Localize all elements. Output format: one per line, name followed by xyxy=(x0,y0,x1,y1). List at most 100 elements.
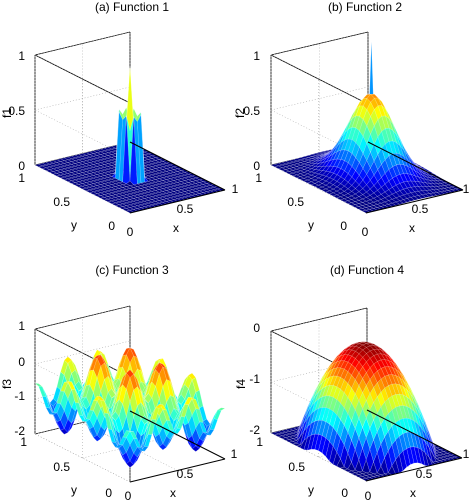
surface-patch xyxy=(358,205,367,209)
surface-patch xyxy=(406,187,415,193)
surface-patch xyxy=(64,419,72,433)
z-tick-label: 0 xyxy=(253,159,260,173)
surface-patch xyxy=(403,173,412,182)
front-bottom-edge xyxy=(365,189,464,214)
surface-patch xyxy=(370,125,379,145)
surface-patch xyxy=(418,190,427,195)
surface-patch xyxy=(374,119,382,138)
surface-patch xyxy=(343,200,352,204)
surface-patch xyxy=(391,201,400,206)
x-axis-label: x xyxy=(410,486,416,500)
z-tick-label: 1 xyxy=(253,49,260,63)
y-tick-label: 1 xyxy=(256,435,263,449)
z-tick-label: 1 xyxy=(18,319,25,333)
surface-patch xyxy=(369,205,378,209)
surface-patch xyxy=(347,185,356,192)
surface-patch xyxy=(370,109,379,127)
surface-patch xyxy=(53,402,61,414)
surface xyxy=(34,347,226,468)
surface-patch xyxy=(333,174,342,182)
surface-patch xyxy=(362,125,371,145)
surface-patch xyxy=(369,185,378,194)
z-tick-label: 1 xyxy=(18,49,25,63)
surface-patch xyxy=(400,145,408,161)
y-tick-label: 0.5 xyxy=(287,195,304,209)
z-tick-label: -1 xyxy=(249,372,260,386)
x-tick-label: 0 xyxy=(362,225,369,239)
surface-patch xyxy=(359,98,368,107)
surface-patch xyxy=(403,198,412,203)
surface-patch xyxy=(440,188,449,192)
surface xyxy=(270,42,464,214)
surface-patch xyxy=(414,195,423,200)
surface-patch xyxy=(373,196,382,202)
z-tick-label: 0 xyxy=(253,321,260,335)
surface-patch xyxy=(344,162,353,174)
surface-patch xyxy=(377,194,386,200)
y-axis-label: y xyxy=(308,218,314,232)
x-axis-label: x xyxy=(170,486,176,500)
surface-patch xyxy=(333,166,342,176)
x-tick-label: 1 xyxy=(463,447,470,461)
surface-patch xyxy=(53,415,61,431)
y-axis-label: y xyxy=(308,483,314,497)
right-bottom-edge xyxy=(367,141,464,191)
x-tick-label: 0.5 xyxy=(177,202,194,216)
surface-patch xyxy=(407,180,416,188)
surface-patch xyxy=(400,140,408,156)
surface-patch xyxy=(285,171,294,175)
surface-patch xyxy=(96,365,105,392)
y-tick-label: 1 xyxy=(20,435,27,449)
surface-patch xyxy=(403,164,412,175)
surface-patch xyxy=(75,369,83,387)
x-tick-label: 0.5 xyxy=(412,202,429,216)
y-tick-label: 0 xyxy=(340,219,347,233)
front-bottom-edge xyxy=(129,189,226,214)
surface-patch xyxy=(292,158,302,162)
panel-title: (a) Function 1 xyxy=(95,0,169,14)
x-tick-label: 0 xyxy=(127,225,134,239)
surface-patch xyxy=(314,185,323,189)
surface-patch xyxy=(303,167,313,171)
surface-patch xyxy=(340,195,349,199)
x-tick-label: 0 xyxy=(125,489,132,502)
surface-patch xyxy=(384,155,393,170)
z-axis-label: f1 xyxy=(0,108,14,118)
surface-patch xyxy=(429,175,438,179)
surface-patch xyxy=(122,347,131,356)
surface-patch xyxy=(370,174,378,186)
surface-patch xyxy=(41,167,51,171)
left-top-edge xyxy=(270,54,367,104)
surface-patch xyxy=(332,190,341,195)
panel-function-1: (a) Function 1 1 0.5 0 f1 1 0.5 0 y 0 0.… xyxy=(0,0,239,239)
x-tick-label: 1 xyxy=(232,182,239,196)
surface-patch xyxy=(418,168,427,175)
grid-line xyxy=(34,31,131,56)
surface-patch xyxy=(406,197,415,202)
z-tick-label: 0 xyxy=(18,159,25,173)
surface-patch xyxy=(319,151,327,154)
x-tick-label: 0.5 xyxy=(177,467,194,481)
x-tick-label: 0.5 xyxy=(416,467,433,481)
surface-patch xyxy=(425,182,434,187)
y-tick-label: 0.5 xyxy=(53,460,70,474)
y-axis-label: y xyxy=(71,218,77,232)
z-axis-label: f4 xyxy=(234,379,248,389)
surface-patch xyxy=(359,105,368,120)
surface-patch xyxy=(347,195,356,200)
surface-patch xyxy=(296,165,305,169)
surface-patch xyxy=(354,203,363,207)
panel-title: (d) Function 4 xyxy=(330,263,404,277)
surface-patch xyxy=(399,199,408,204)
surface-patch xyxy=(355,191,364,197)
surface-patch xyxy=(140,112,149,179)
surface-patch xyxy=(392,153,401,166)
panel-function-2: (b) Function 2 1 0.5 0 f2 1 0.5 0 y 0 0.… xyxy=(233,0,470,239)
x-axis-label: x xyxy=(409,221,415,235)
surface-patch xyxy=(339,198,349,202)
x-tick-label: 1 xyxy=(463,182,470,196)
surface-patch xyxy=(392,184,401,193)
y-tick-label: 0 xyxy=(108,219,115,233)
x-axis-label: x xyxy=(173,221,179,235)
